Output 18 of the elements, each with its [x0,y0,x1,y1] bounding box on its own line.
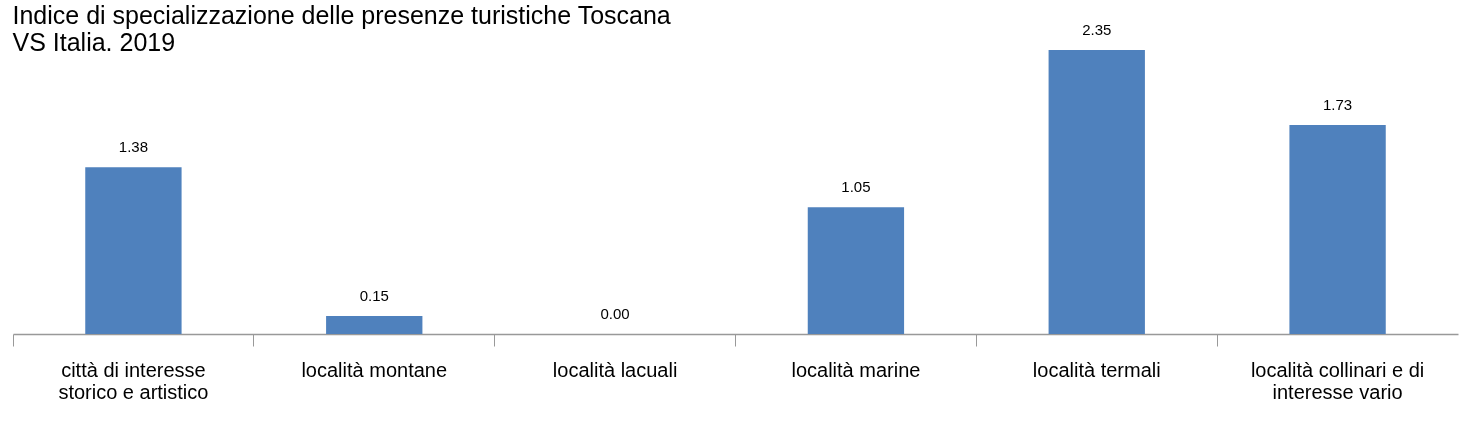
data-label: 1.73 [1322,95,1353,113]
bar [807,207,905,334]
x-tick-label: località marine [791,358,921,381]
bar [85,167,182,334]
data-label: 2.35 [1082,21,1112,39]
x-tick-label: località montane [301,358,448,381]
data-label: 1.38 [118,138,149,156]
x-tick-label: località termali [1032,358,1161,381]
data-label: 1.05 [841,178,871,196]
x-tick-label: località collinari e di interesse vario [1250,358,1425,403]
x-tick-label: località lacuali [552,358,678,381]
chart-title: Indice di specializzazione delle presenze turistiche Toscana VS Italia. 2019 [12,1,671,56]
data-label: 0.15 [359,286,389,304]
bar [326,315,423,334]
x-tick-label: città di interesse storico e artistico [58,358,209,403]
bar [1289,124,1386,334]
bar [1048,50,1145,334]
data-label: 0.00 [600,305,630,322]
